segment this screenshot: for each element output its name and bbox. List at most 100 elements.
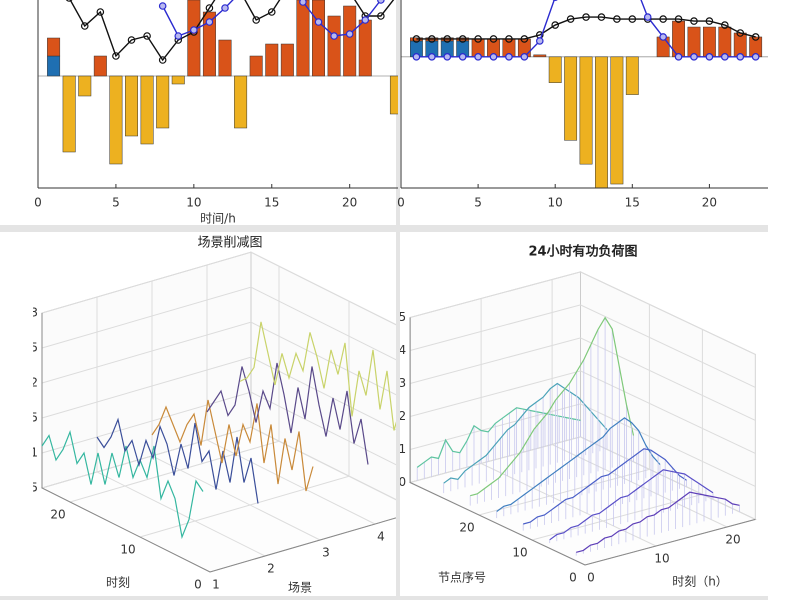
- bar: [234, 75, 248, 129]
- marker: [690, 53, 698, 61]
- grid-line: [41, 286, 396, 361]
- line: [523, 448, 687, 525]
- marker: [377, 12, 385, 20]
- marker: [205, 4, 214, 12]
- marker: [112, 52, 120, 60]
- grid-line: [41, 356, 396, 431]
- marker: [221, 4, 229, 12]
- y-axis-label: 节点序号: [438, 570, 486, 585]
- chart-title: 24小时有功负荷图: [528, 244, 637, 260]
- panel: [401, 0, 768, 188]
- y-tick-label: 10: [512, 546, 527, 560]
- line: [41, 429, 204, 540]
- y-tick-label: 20: [50, 508, 65, 522]
- x-tick-label: 10: [548, 196, 563, 210]
- bar: [187, 0, 201, 77]
- x-tick-label: 15: [625, 196, 640, 210]
- bar: [125, 75, 138, 137]
- marker: [96, 8, 105, 16]
- grid-line: [41, 426, 396, 501]
- bar: [533, 54, 547, 58]
- marker: [566, 15, 575, 23]
- bar: [595, 56, 608, 188]
- marker: [551, 21, 560, 29]
- bar: [343, 5, 357, 77]
- x-tick-label: 0: [587, 571, 595, 585]
- bar: [47, 55, 61, 77]
- bar: [47, 37, 61, 57]
- bar: [564, 56, 578, 141]
- marker: [412, 53, 421, 61]
- marker: [705, 17, 714, 25]
- bar: [718, 26, 732, 58]
- axis-edge: [41, 313, 396, 573]
- marker: [474, 53, 482, 61]
- grid-line: [139, 301, 350, 538]
- marker: [190, 26, 198, 34]
- x-tick-label: 10: [186, 196, 201, 210]
- axes: 0 5 10 15 20 时间/h: [34, 0, 398, 226]
- bar: [625, 56, 639, 95]
- marker: [535, 37, 544, 45]
- bar: [202, 11, 216, 77]
- marker: [443, 35, 452, 43]
- x-axis-label: 场景: [288, 581, 312, 595]
- line: [69, 0, 395, 62]
- chart-title: 场景削减图: [197, 236, 262, 251]
- marker: [458, 53, 467, 61]
- x-tick-label: 5: [474, 196, 482, 210]
- grid-line: [409, 271, 756, 355]
- z-tick-label: 0.5: [19, 481, 38, 495]
- y-tick-label: 20: [459, 521, 474, 535]
- z-tick-label: 2: [30, 376, 38, 390]
- line: [470, 316, 635, 497]
- marker: [751, 53, 760, 61]
- grid-line: [409, 370, 756, 454]
- marker: [520, 35, 529, 43]
- bar: [687, 26, 701, 58]
- marker: [674, 15, 683, 23]
- separator: [0, 596, 799, 600]
- x-tick-label: 10: [654, 552, 669, 566]
- marker: [582, 13, 590, 21]
- marker: [751, 33, 760, 41]
- line: [416, 407, 581, 468]
- bar: [296, 0, 310, 77]
- marker: [489, 35, 498, 43]
- bar: [93, 55, 107, 77]
- y-axis-label: 时刻: [106, 576, 130, 590]
- bar: [548, 56, 562, 83]
- marker: [428, 53, 436, 61]
- x-tick-label: 20: [342, 196, 357, 210]
- marker: [721, 53, 729, 61]
- bar: [156, 75, 170, 129]
- x-tick-label: 20: [725, 533, 740, 547]
- line: [416, 16, 756, 40]
- marker: [674, 53, 683, 61]
- grid-line: [69, 266, 280, 503]
- separator: [0, 225, 799, 232]
- x-tick-label: 1: [212, 578, 220, 592]
- line: [151, 399, 314, 492]
- marker: [613, 15, 621, 23]
- x-tick-label: 0: [397, 196, 405, 210]
- marker: [377, 0, 385, 4]
- grid-line: [478, 304, 650, 516]
- line: [416, 0, 756, 58]
- x-axis-label: 时间/h: [200, 212, 236, 226]
- marker: [428, 35, 436, 43]
- x-axis-label: 时刻（h）: [672, 575, 728, 589]
- z-tick-label: 2.5: [19, 341, 38, 355]
- marker: [597, 13, 606, 21]
- bar: [610, 56, 624, 185]
- marker: [690, 17, 698, 25]
- marker: [205, 18, 214, 26]
- marker: [505, 53, 513, 61]
- x-tick-label: 4: [377, 530, 385, 544]
- z-tick-label: 1: [30, 446, 38, 460]
- grid-line: [41, 321, 396, 396]
- marker: [267, 8, 276, 16]
